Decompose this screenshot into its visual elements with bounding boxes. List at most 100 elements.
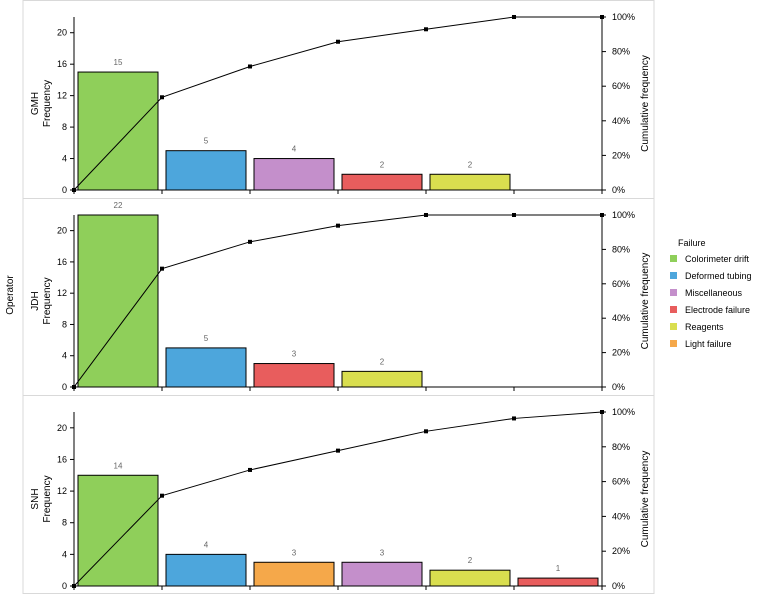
cumulative-point [424, 429, 428, 434]
bar-data-label: 3 [380, 548, 385, 557]
cumulative-point [336, 223, 340, 228]
y-tick-label: 12 [57, 91, 67, 101]
bar-data-label: 2 [468, 556, 473, 565]
legend-swatch-electrode-failure [670, 306, 677, 313]
cumulative-point [424, 213, 428, 217]
y2-tick-label: 100% [612, 12, 635, 22]
bar-data-label: 4 [292, 145, 297, 154]
legend-label: Deformed tubing [685, 271, 752, 281]
cumulative-point [600, 213, 604, 217]
bar-snh-light-failure [253, 561, 335, 587]
bar-jdh-electrode-failure [253, 363, 335, 388]
y2-tick-label: 60% [612, 477, 630, 487]
y2-tick-label: 20% [612, 348, 630, 358]
bar-jdh-colorimeter-drift [77, 214, 159, 388]
bar-snh-reagents [429, 569, 511, 587]
y-tick-label: 20 [57, 28, 67, 38]
cumulative-point [424, 27, 428, 32]
cumulative-point [512, 15, 516, 19]
y2-tick-label: 0% [612, 382, 625, 392]
cumulative-point [72, 584, 76, 588]
cumulative-point [72, 385, 76, 389]
cumulative-point [72, 188, 76, 192]
bar-data-label: 5 [204, 137, 209, 146]
bar-data-label: 2 [380, 357, 385, 366]
y2-tick-label: 80% [612, 47, 630, 57]
legend-swatch-miscellaneous [670, 289, 677, 296]
cumulative-axis-label: Cumulative frequency [640, 451, 651, 548]
bar-data-label: 1 [556, 564, 561, 573]
y-tick-label: 16 [57, 454, 67, 464]
y-tick-label: 0 [62, 185, 67, 195]
legend-label: Electrode failure [685, 305, 750, 315]
y-tick-label: 16 [57, 257, 67, 267]
cumulative-point [512, 416, 516, 421]
y-tick-label: 0 [62, 382, 67, 392]
bar-gmh-miscellaneous [253, 158, 335, 191]
cumulative-point [160, 95, 164, 100]
cumulative-point [248, 64, 252, 69]
y-tick-label: 12 [57, 486, 67, 496]
legend-swatch-colorimeter-drift [670, 255, 677, 262]
cumulative-point [336, 39, 340, 44]
y-tick-label: 4 [62, 154, 67, 164]
group-axis-label: Operator [5, 275, 16, 315]
legend-swatch-deformed-tubing [670, 272, 677, 279]
y-tick-label: 8 [62, 122, 67, 132]
legend-label: Light failure [685, 339, 732, 349]
legend-swatch-light-failure [670, 340, 677, 347]
legend-title: Failure [678, 238, 706, 248]
y2-tick-label: 0% [612, 185, 625, 195]
cumulative-point [160, 266, 164, 271]
y2-tick-label: 80% [612, 442, 630, 452]
bar-jdh-deformed-tubing [165, 347, 247, 388]
bar-snh-miscellaneous [341, 561, 423, 587]
bar-jdh-reagents [341, 370, 423, 388]
y2-tick-label: 20% [612, 150, 630, 160]
y2-tick-label: 60% [612, 279, 630, 289]
y2-tick-label: 0% [612, 581, 625, 591]
y2-tick-label: 20% [612, 546, 630, 556]
frequency-axis-label: Frequency [42, 475, 53, 522]
y2-tick-label: 100% [612, 407, 635, 417]
cumulative-axis-label: Cumulative frequency [640, 253, 651, 350]
bar-snh-electrode-failure [517, 577, 599, 587]
legend-label: Miscellaneous [685, 288, 743, 298]
legend-label: Reagents [685, 322, 724, 332]
bar-gmh-colorimeter-drift [77, 71, 159, 191]
y2-tick-label: 40% [612, 511, 630, 521]
bar-gmh-deformed-tubing [165, 150, 247, 191]
cumulative-point [160, 493, 164, 498]
bar-data-label: 4 [204, 540, 209, 549]
y-tick-label: 8 [62, 319, 67, 329]
bar-gmh-electrode-failure [341, 173, 423, 191]
bar-data-label: 5 [204, 334, 209, 343]
y-tick-label: 0 [62, 581, 67, 591]
bar-snh-deformed-tubing [165, 553, 247, 587]
y-tick-label: 20 [57, 226, 67, 236]
y-tick-label: 8 [62, 518, 67, 528]
y-tick-label: 20 [57, 423, 67, 433]
cumulative-point [248, 467, 252, 472]
bar-data-label: 2 [468, 160, 473, 169]
legend-label: Colorimeter drift [685, 254, 750, 264]
cumulative-point [248, 239, 252, 244]
y2-tick-label: 40% [612, 313, 630, 323]
cumulative-point [512, 213, 516, 217]
cumulative-axis-label: Cumulative frequency [640, 55, 651, 152]
bar-data-label: 3 [292, 548, 297, 557]
cumulative-point [336, 448, 340, 453]
bar-data-label: 3 [292, 350, 297, 359]
operator-label-snh: SNH [30, 488, 41, 509]
y2-tick-label: 100% [612, 210, 635, 220]
cumulative-point [600, 15, 604, 19]
bar-data-label: 14 [114, 461, 123, 470]
operator-label-jdh: JDH [30, 291, 41, 310]
legend-swatch-reagents [670, 323, 677, 330]
y-tick-label: 4 [62, 549, 67, 559]
frequency-axis-label: Frequency [42, 80, 53, 127]
operator-label-gmh: GMH [30, 92, 41, 115]
bar-data-label: 15 [114, 58, 123, 67]
cumulative-point [600, 410, 604, 414]
